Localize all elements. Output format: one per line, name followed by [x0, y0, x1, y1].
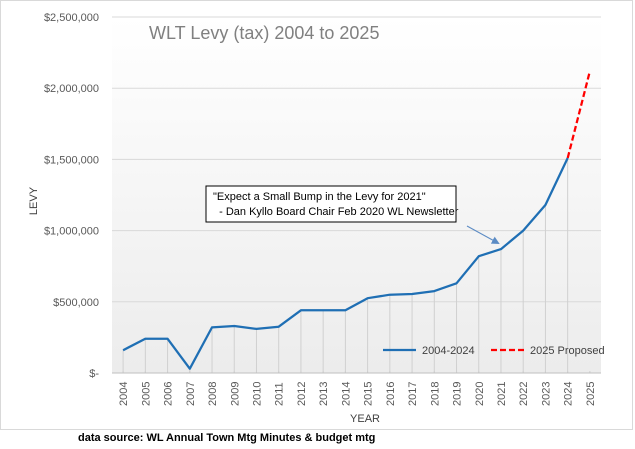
x-tick-label: 2021 — [496, 382, 508, 406]
x-tick-label: 2009 — [229, 382, 241, 406]
x-tick-label: 2014 — [340, 382, 352, 406]
y-tick-label: $2,500,000 — [44, 12, 99, 24]
annotation-box — [205, 185, 457, 223]
legend: 2004-2024 2025 Proposed — [383, 345, 605, 357]
x-tick-label: 2025 — [585, 382, 597, 406]
annotation-attribution: - Dan Kyllo Board Chair Feb 2020 WL News… — [213, 206, 459, 218]
legend-label-2025-proposed: 2025 Proposed — [530, 345, 605, 357]
data-source-footer: data source: WL Annual Town Mtg Minutes … — [78, 432, 376, 444]
chart-frame: $- $500,000 $1,000,000 $1,500,000 $2,000,000… — [0, 0, 633, 430]
x-tick-label: 2013 — [318, 382, 330, 406]
x-tick-label: 2015 — [363, 382, 375, 406]
annotation-callout: "Expect a Small Bump in the Levy for 202… — [205, 185, 500, 244]
axes: $- $500,000 $1,000,000 $1,500,000 $2,000,000… — [44, 12, 601, 406]
y-axis-title: LEVY — [28, 186, 40, 215]
y-tick-label: $500,000 — [53, 297, 99, 309]
y-tick-label: $1,000,000 — [44, 226, 99, 238]
x-tick-label: 2005 — [140, 382, 152, 406]
x-tick-label: 2008 — [207, 382, 219, 406]
grid-lines — [112, 16, 601, 373]
x-tick-label: 2012 — [296, 382, 308, 406]
series-line-2004-2024 — [122, 157, 569, 370]
x-tick-label: 2010 — [251, 382, 263, 406]
x-tick-label: 2017 — [407, 382, 419, 406]
legend-label-2004-2024: 2004-2024 — [422, 345, 475, 357]
x-tick-label: 2022 — [518, 382, 530, 406]
chart-title: WLT Levy (tax) 2004 to 2025 — [149, 23, 379, 43]
series-lines — [122, 70, 591, 370]
x-tick-label: 2011 — [274, 382, 286, 406]
y-tick-label: $1,500,000 — [44, 154, 99, 166]
x-tick-label: 2007 — [185, 382, 197, 406]
y-tick-label: $2,000,000 — [44, 83, 99, 95]
levy-chart: $- $500,000 $1,000,000 $1,500,000 $2,000,000… — [28, 12, 605, 425]
x-tick-label: 2018 — [429, 382, 441, 406]
series-line-2025-proposed — [566, 70, 591, 159]
annotation-quote: "Expect a Small Bump in the Levy for 202… — [213, 191, 426, 203]
x-tick-label: 2023 — [540, 382, 552, 406]
x-tick-label: 2019 — [452, 382, 464, 406]
x-axis-title: YEAR — [350, 413, 380, 425]
annotation-arrow — [466, 225, 500, 244]
x-tick-label: 2024 — [563, 382, 575, 406]
x-tick-label: 2004 — [118, 382, 130, 406]
x-tick-label: 2020 — [474, 382, 486, 406]
x-tick-label: 2006 — [163, 382, 175, 406]
y-tick-label: $- — [89, 368, 99, 380]
x-tick-label: 2016 — [385, 382, 397, 406]
